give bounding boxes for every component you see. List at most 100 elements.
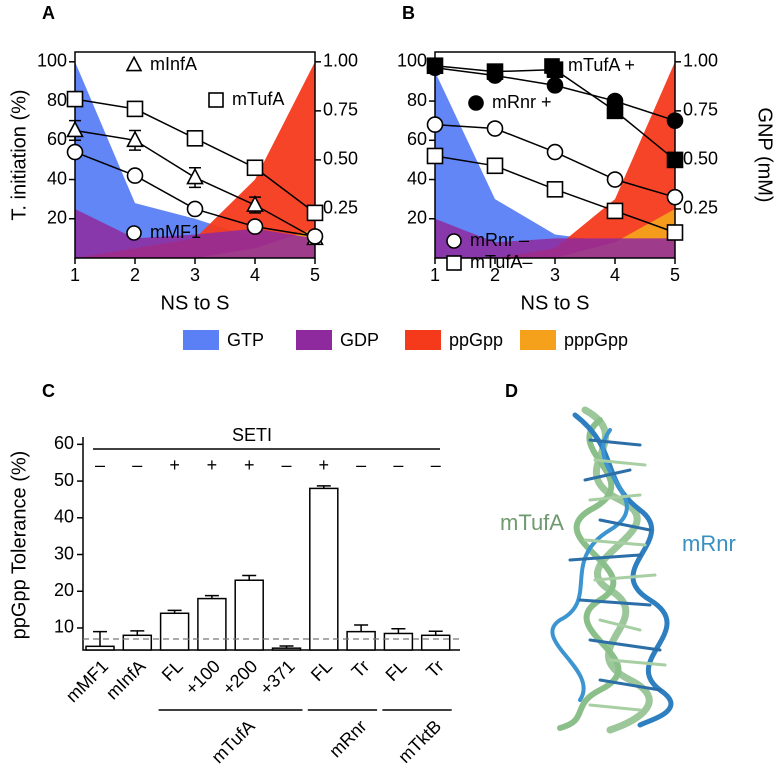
- error-bar: [130, 630, 145, 636]
- y-tick-label: 20: [407, 208, 427, 228]
- x-axis-label: NS to S: [161, 292, 230, 314]
- marker: [186, 167, 204, 185]
- y-tick-label: 40: [54, 507, 74, 527]
- y-axis-label: T. initiation (%): [8, 89, 30, 220]
- x-tick-label: 3: [550, 265, 560, 285]
- y-tick-label: 80: [407, 90, 427, 110]
- y2-tick-label: 1.00: [683, 51, 718, 71]
- bar: [420, 634, 451, 651]
- y-tick-label: 60: [47, 129, 67, 149]
- x-tick-label: FL: [307, 656, 336, 685]
- legend-label: ppGpp: [449, 330, 503, 350]
- error-bar: [428, 630, 443, 636]
- area: [435, 71, 675, 258]
- legend-swatch: [405, 330, 441, 350]
- x-tick-label: mMF1: [62, 656, 112, 706]
- rna-structure: [550, 406, 674, 734]
- legend-marker: [208, 92, 224, 108]
- marker: [606, 202, 624, 220]
- y-tick-label: 10: [54, 617, 74, 637]
- marker: [606, 171, 624, 188]
- bar: [85, 645, 115, 651]
- x-tick-label: 1: [430, 265, 440, 285]
- y2-tick-label: 0.25: [323, 198, 358, 218]
- marker: [246, 218, 264, 235]
- marker: [606, 92, 624, 110]
- panel-label: B: [402, 3, 415, 23]
- marker: [306, 228, 324, 245]
- legend-marker: [446, 233, 462, 249]
- error-bar: [242, 574, 257, 581]
- legend-label: pppGpp: [564, 330, 628, 350]
- marker: [246, 195, 264, 212]
- y-tick-label: 20: [54, 580, 74, 600]
- x-tick-label: 3: [190, 265, 200, 285]
- error-bar: [93, 630, 107, 647]
- x-tick-label: 2: [490, 265, 500, 285]
- y-tick-label: 60: [54, 433, 74, 453]
- seti-sign: +: [319, 455, 330, 475]
- y-tick-label: 40: [407, 168, 427, 188]
- legend-marker: [544, 58, 560, 74]
- y-tick-label: 100: [37, 51, 67, 71]
- y2-tick-label: 0.75: [683, 100, 718, 120]
- structure-label: mTufA: [500, 510, 564, 535]
- marker: [306, 204, 324, 222]
- y-tick-label: 30: [54, 543, 74, 563]
- x-tick-label: 1: [70, 265, 80, 285]
- legend-marker: [125, 55, 143, 72]
- x-axis-label: NS to S: [521, 292, 590, 314]
- y-tick-label: 60: [407, 129, 427, 149]
- legend-marker: [446, 255, 462, 271]
- series-label: mTufA +: [568, 55, 635, 75]
- x-tick-label: +371: [256, 656, 299, 699]
- y-tick-label: 20: [47, 208, 67, 228]
- group-label: mRnr: [325, 716, 370, 761]
- error-bar: [204, 594, 219, 599]
- marker: [126, 100, 144, 118]
- bar: [383, 632, 414, 651]
- area: [75, 61, 315, 258]
- legend-swatch: [183, 330, 219, 350]
- x-tick-label: +200: [219, 656, 262, 699]
- marker: [246, 159, 264, 177]
- marker: [66, 143, 84, 161]
- y2-tick-label: 1.00: [323, 51, 358, 71]
- error-bar: [391, 627, 406, 634]
- marker: [186, 130, 204, 147]
- seti-sign: –: [356, 455, 366, 475]
- seti-sign: –: [431, 455, 441, 475]
- seti-sign: +: [244, 455, 255, 475]
- marker: [66, 120, 84, 138]
- error-bar: [316, 485, 331, 489]
- marker: [486, 157, 504, 175]
- marker: [666, 224, 684, 241]
- panel-label: A: [42, 3, 55, 23]
- y-tick-label: 50: [54, 470, 74, 490]
- x-tick-label: 4: [250, 265, 260, 285]
- y2-tick-label: 0.25: [683, 198, 718, 218]
- seti-sign: –: [393, 455, 403, 475]
- y-tick-label: 80: [47, 90, 67, 110]
- x-tick-label: 5: [310, 265, 320, 285]
- marker: [426, 147, 444, 165]
- panel-label: C: [42, 381, 55, 401]
- y2-tick-label: 0.50: [323, 149, 358, 169]
- base-pairs: [583, 458, 667, 712]
- bar: [197, 597, 227, 651]
- marker: [66, 90, 84, 108]
- bar: [271, 647, 302, 651]
- marker: [426, 59, 444, 76]
- panel-label: D: [505, 381, 518, 401]
- strand: [557, 417, 622, 731]
- seti-sign: +: [207, 455, 218, 475]
- marker: [546, 77, 564, 94]
- bar: [309, 487, 339, 651]
- series-label: mRnr –: [470, 230, 529, 250]
- seti-sign: +: [169, 455, 180, 475]
- legend-marker: [126, 225, 142, 241]
- bar: [159, 612, 190, 651]
- marker: [126, 130, 144, 148]
- seti-sign: –: [281, 455, 291, 475]
